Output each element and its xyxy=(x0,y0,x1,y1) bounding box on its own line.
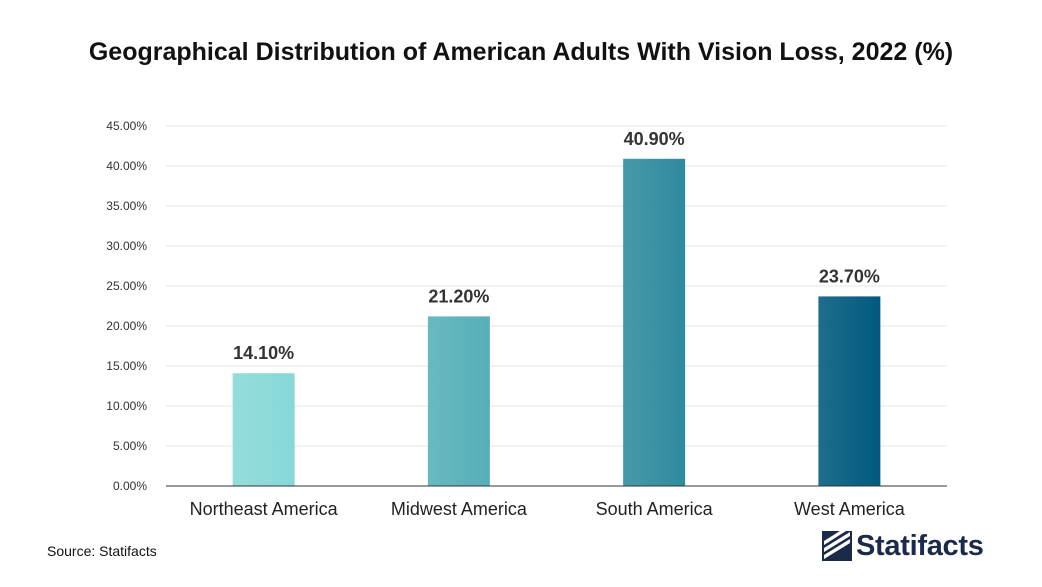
data-label: 21.20% xyxy=(428,286,489,306)
y-tick-label: 10.00% xyxy=(106,399,147,413)
x-tick-label: Northeast America xyxy=(190,499,339,519)
y-tick-label: 5.00% xyxy=(113,439,147,453)
y-tick-label: 20.00% xyxy=(106,319,147,333)
chart-title: Geographical Distribution of American Ad… xyxy=(88,38,954,66)
brand-name: Statifacts xyxy=(856,529,984,562)
bar-northeast-america xyxy=(232,373,295,486)
x-tick-label: West America xyxy=(794,499,906,519)
data-label: 14.10% xyxy=(233,343,294,363)
y-tick-label: 45.00% xyxy=(106,119,147,133)
bar-west-america xyxy=(818,296,881,486)
y-tick-label: 35.00% xyxy=(106,199,147,213)
brand-logo: Statifacts xyxy=(822,528,984,564)
x-tick-label: Midwest America xyxy=(391,499,528,519)
y-tick-label: 25.00% xyxy=(106,279,147,293)
y-axis-ticks: 0.00% 5.00% 10.00% 15.00% 20.00% 25.00% 30.00%… xyxy=(106,119,147,493)
statifacts-logo-icon xyxy=(822,531,852,561)
data-labels: 14.10% 21.20% 40.90% 23.70% xyxy=(233,129,880,363)
bar-midwest-america xyxy=(427,316,490,486)
y-tick-label: 30.00% xyxy=(106,239,147,253)
data-label: 40.90% xyxy=(624,129,685,149)
y-tick-label: 40.00% xyxy=(106,159,147,173)
x-tick-label: South America xyxy=(596,499,714,519)
y-tick-label: 0.00% xyxy=(113,479,147,493)
gridlines xyxy=(166,125,947,447)
x-axis-ticks: Northeast America Midwest America South Am… xyxy=(190,499,906,519)
bar-south-america xyxy=(623,158,686,487)
data-label: 23.70% xyxy=(819,266,880,286)
source-note: Source: Statifacts xyxy=(47,543,157,559)
y-tick-label: 15.00% xyxy=(106,359,147,373)
bars xyxy=(232,158,881,487)
